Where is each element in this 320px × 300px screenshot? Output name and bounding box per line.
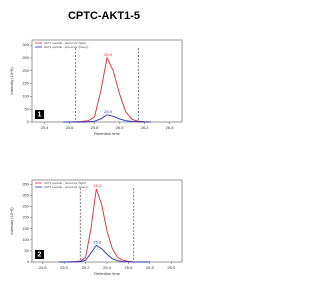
panel-label: 1 bbox=[38, 112, 42, 119]
y-axis-label: Intensity (10^6) bbox=[9, 67, 14, 95]
x-tick-label: 25.8 bbox=[146, 265, 155, 270]
legend-label: AKT1 peptide - precursor (heavy) bbox=[44, 45, 88, 49]
y-tick-label: 200 bbox=[22, 68, 29, 73]
y-tick-label: 250 bbox=[22, 204, 29, 209]
series-line bbox=[63, 114, 151, 123]
y-axis-label: Intensity (10^6) bbox=[9, 207, 14, 235]
peak-label: 25.9 bbox=[104, 52, 113, 57]
plot-frame bbox=[31, 179, 183, 263]
y-tick-label: 300 bbox=[22, 193, 29, 198]
x-tick-label: 25.4 bbox=[41, 125, 50, 130]
y-tick-label: 100 bbox=[22, 93, 29, 98]
y-tick-label: 150 bbox=[22, 81, 29, 86]
x-tick-label: 25.6 bbox=[125, 265, 134, 270]
panel-label: 2 bbox=[38, 252, 42, 259]
x-tick-label: 25.0 bbox=[60, 265, 69, 270]
x-tick-label: 25.6 bbox=[66, 125, 75, 130]
legend-label: AKT1 peptide - precursor (light) bbox=[44, 181, 86, 185]
series-line bbox=[58, 244, 150, 263]
x-tick-label: 25.2 bbox=[82, 265, 91, 270]
x-axis-label: Retention time bbox=[94, 271, 121, 276]
y-tick-label: 200 bbox=[22, 215, 29, 220]
y-tick-label: 300 bbox=[22, 42, 29, 47]
y-tick-label: 250 bbox=[22, 55, 29, 60]
x-tick-label: 26.2 bbox=[141, 125, 150, 130]
y-tick-label: 0 bbox=[27, 119, 30, 124]
x-tick-label: 26.4 bbox=[166, 125, 175, 130]
panel-badge bbox=[35, 250, 44, 259]
x-tick-label: 25.8 bbox=[91, 125, 100, 130]
panel-badge bbox=[35, 110, 44, 119]
y-tick-label: 50 bbox=[25, 248, 30, 253]
x-axis-label: Retention time bbox=[94, 131, 121, 136]
legend-label: AKT1 peptide - precursor (heavy) bbox=[44, 185, 88, 189]
x-tick-label: 24.8 bbox=[39, 265, 48, 270]
plot-frame bbox=[31, 39, 183, 123]
legend-label: AKT1 peptide - precursor (light) bbox=[44, 41, 86, 45]
y-tick-label: 350 bbox=[22, 181, 29, 186]
x-tick-label: 25.4 bbox=[103, 265, 112, 270]
peak-label: 25.9 bbox=[104, 109, 113, 114]
y-tick-label: 100 bbox=[22, 237, 29, 242]
peak-label: 25.3 bbox=[93, 239, 102, 244]
y-tick-label: 0 bbox=[27, 259, 30, 264]
chart-title: CPTC-AKT1-5 bbox=[68, 10, 140, 22]
y-tick-label: 150 bbox=[22, 226, 29, 231]
x-tick-label: 26.0 bbox=[167, 265, 176, 270]
peak-label: 25.3 bbox=[93, 183, 102, 188]
y-tick-label: 50 bbox=[25, 106, 30, 111]
x-tick-label: 26.0 bbox=[116, 125, 125, 130]
